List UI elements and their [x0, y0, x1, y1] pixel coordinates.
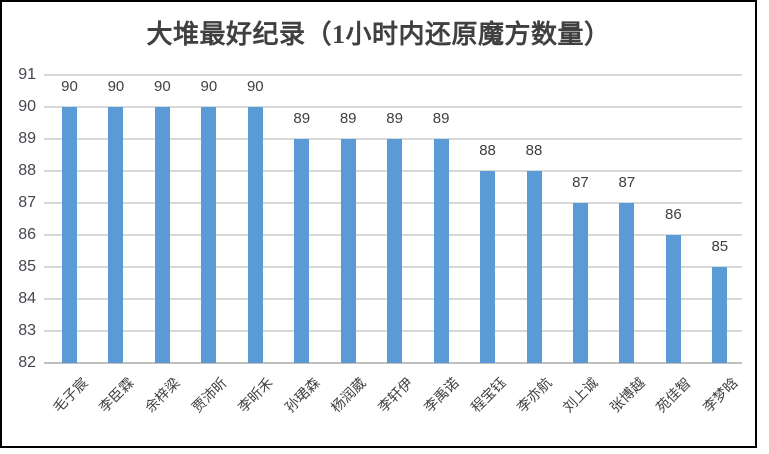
- x-category-label: 毛子宸: [50, 375, 91, 417]
- gridline: [44, 74, 742, 76]
- y-tick-label: 88: [18, 162, 36, 179]
- bar: [480, 171, 496, 363]
- bar-value-label: 90: [61, 78, 78, 95]
- x-category-label: 张博越: [608, 375, 649, 417]
- y-tick-label: 83: [18, 322, 36, 339]
- bar: [340, 139, 356, 363]
- bar: [712, 267, 728, 363]
- bar-value-label: 90: [154, 78, 171, 95]
- bar-value-label: 88: [525, 142, 543, 159]
- y-tick-label: 89: [18, 130, 36, 147]
- y-tick-label: 86: [18, 226, 36, 243]
- plot-area: 82 83 84 85 86 87 88 89 90 91 90 毛子宸 90 李臣霖 90 余梓梁 90 贾沛昕…: [2, 2, 755, 446]
- x-category-label: 苑佳智: [654, 375, 695, 417]
- bar-value-label: 86: [665, 206, 682, 223]
- bar-value-label: 90: [246, 78, 264, 95]
- x-category-label: 贾沛昕: [189, 375, 231, 417]
- bar-value-label: 87: [572, 174, 589, 191]
- y-tick-label: 91: [18, 66, 36, 83]
- bar: [619, 203, 635, 363]
- y-tick-label: 90: [18, 98, 36, 115]
- bar: [201, 107, 217, 363]
- y-tick-label: 87: [18, 194, 36, 211]
- bar-value-label: 88: [479, 142, 496, 159]
- x-category-label: 李禹诺: [422, 375, 463, 417]
- x-axis-line: [44, 362, 742, 364]
- gridline: [44, 106, 742, 108]
- bar-value-label: 90: [107, 78, 125, 95]
- bar: [247, 107, 263, 363]
- x-category-label: 刘上诚: [561, 375, 602, 417]
- bar-value-label: 90: [200, 78, 218, 95]
- bar: [294, 139, 310, 363]
- x-category-label: 李梦晗: [700, 375, 742, 417]
- x-category-label: 李亦航: [515, 375, 556, 417]
- y-tick-label: 84: [18, 290, 36, 307]
- x-category-label: 李臣霖: [97, 375, 138, 417]
- bar: [665, 235, 681, 363]
- bar: [108, 107, 124, 363]
- y-tick-label: 85: [18, 258, 36, 275]
- bar-value-label: 89: [386, 110, 403, 127]
- x-category-label: 杨润葳: [329, 375, 370, 417]
- x-category-label: 李轩伊: [375, 375, 417, 417]
- bar: [433, 139, 449, 363]
- x-category-label: 余梓梁: [143, 375, 184, 417]
- bar-value-label: 87: [618, 174, 636, 191]
- chart-frame: 大堆最好纪录（1小时内还原魔方数量） 82 83 84 85 86 87 88 89 90 91 9…: [0, 0, 757, 448]
- x-category-label: 李昕禾: [236, 375, 277, 417]
- bar: [572, 203, 588, 363]
- bar-value-label: 89: [339, 110, 357, 127]
- bar-value-label: 89: [293, 110, 311, 127]
- chart-title: 大堆最好纪录（1小时内还原魔方数量）: [146, 20, 611, 49]
- bar-value-label: 85: [711, 238, 729, 255]
- bar-value-label: 89: [432, 110, 450, 127]
- bar: [526, 171, 542, 363]
- bar: [62, 107, 77, 363]
- y-tick-label: 82: [18, 354, 36, 371]
- bar: [154, 107, 170, 363]
- x-category-label: 孙珺森: [282, 375, 324, 417]
- bar: [387, 139, 403, 363]
- x-category-label: 程宝钰: [468, 375, 509, 417]
